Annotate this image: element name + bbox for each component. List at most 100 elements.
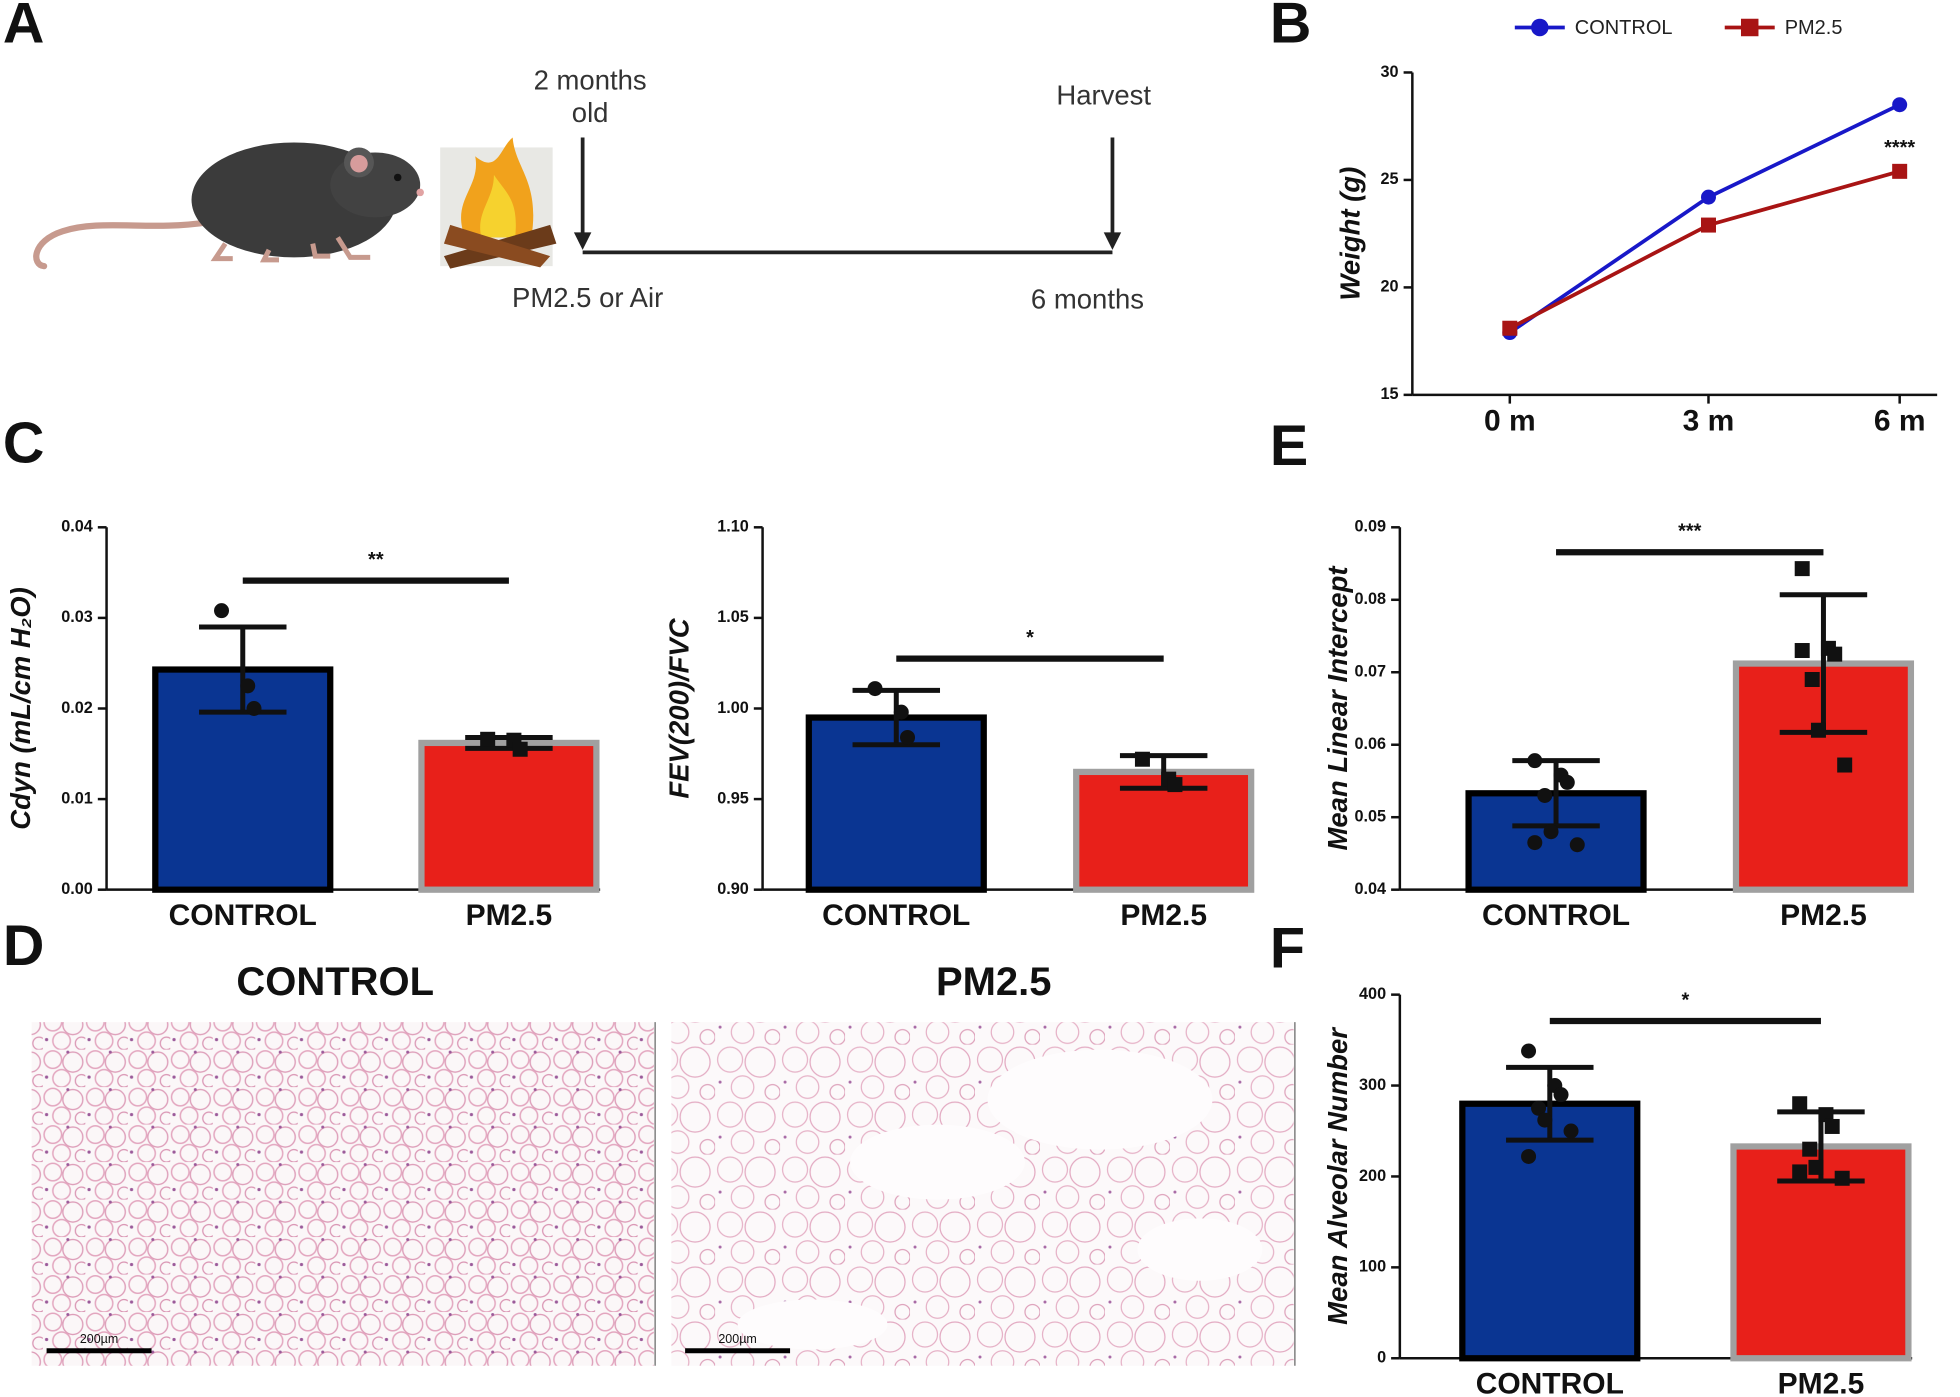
y-tick-label: 0.04 [61, 518, 93, 536]
scale-bar-label: 200µm [80, 1332, 118, 1346]
data-point [900, 729, 916, 745]
data-point [240, 678, 256, 694]
legend-label: CONTROL [1575, 17, 1673, 39]
data-point [1569, 837, 1585, 853]
data-point [1543, 824, 1559, 840]
data-point [1827, 646, 1843, 662]
data-point [867, 681, 883, 697]
data-point [1700, 217, 1716, 233]
data-point [1792, 1096, 1808, 1112]
y-tick-label: 25 [1381, 170, 1399, 188]
y-tick-label: 0.02 [61, 699, 93, 717]
data-point [1134, 751, 1150, 767]
data-point [1837, 757, 1853, 773]
y-tick-label: 0.05 [1354, 808, 1386, 826]
x-tick-label: 3 m [1683, 404, 1735, 437]
data-point [1521, 1043, 1537, 1059]
panel-letter: C [3, 412, 45, 476]
y-axis-label: Weight (g) [1335, 167, 1366, 301]
data-point [1553, 1087, 1569, 1103]
panel-letter: F [1270, 916, 1305, 980]
y-tick-label: 200 [1359, 1167, 1386, 1185]
data-point [1818, 1107, 1834, 1123]
data-point [1834, 1170, 1850, 1186]
bar [1073, 768, 1255, 893]
y-tick-label: 0.09 [1354, 518, 1386, 536]
panel-letter: E [1270, 414, 1308, 478]
annotation: * [1026, 627, 1034, 649]
data-point [893, 704, 909, 720]
data-point [1808, 1159, 1824, 1175]
panel-letter: D [3, 914, 45, 978]
data-point [1521, 1148, 1537, 1164]
data-point [1531, 1100, 1547, 1116]
data-point [1563, 1123, 1579, 1139]
data-point [1804, 672, 1820, 688]
y-tick-label: 100 [1359, 1258, 1386, 1276]
timeline-label: old [572, 97, 609, 128]
fire-icon [440, 137, 557, 269]
legend-label: PM2.5 [1785, 17, 1843, 39]
timeline [573, 137, 1122, 255]
y-tick-label: 1.10 [717, 518, 749, 536]
panel-letter: B [1270, 0, 1312, 56]
data-point [1892, 97, 1908, 113]
bar [1459, 1100, 1641, 1362]
y-tick-label: 300 [1359, 1076, 1386, 1094]
x-tick-label: CONTROL [169, 899, 317, 932]
data-point [1700, 189, 1716, 205]
data-point [1794, 561, 1810, 577]
data-point [1527, 753, 1543, 769]
y-tick-label: 1.00 [717, 699, 749, 717]
data-point [1537, 787, 1553, 803]
data-point [1167, 777, 1183, 793]
y-tick-label: 30 [1381, 63, 1399, 81]
y-tick-label: 0.08 [1354, 590, 1386, 608]
y-tick-label: 0.06 [1354, 735, 1386, 753]
y-tick-label: 0 [1377, 1349, 1386, 1367]
data-point [1802, 1141, 1818, 1157]
data-point [1527, 835, 1543, 851]
data-point [1824, 1118, 1840, 1134]
scale-bar-label: 200µm [718, 1332, 756, 1346]
timeline-label: PM2.5 or Air [512, 282, 663, 313]
y-axis-label: Cdyn (mL/cm H₂O) [5, 587, 36, 830]
data-point [1794, 643, 1810, 659]
airspace [737, 1049, 1263, 1350]
annotation: ** [368, 549, 384, 571]
annotation: **** [1884, 137, 1915, 159]
y-tick-label: 0.03 [61, 608, 93, 626]
data-point [480, 731, 496, 747]
y-tick-label: 0.95 [717, 789, 749, 807]
data-point [1810, 722, 1826, 738]
timeline-label: 6 months [1031, 283, 1144, 314]
x-tick-label: 6 m [1874, 404, 1926, 437]
x-tick-label: PM2.5 [1120, 899, 1207, 932]
data-point [512, 741, 528, 757]
timeline-label: Harvest [1056, 80, 1151, 111]
y-tick-label: 0.00 [61, 880, 93, 898]
y-tick-label: 0.07 [1354, 663, 1386, 681]
timeline-label: 2 months [534, 65, 647, 96]
histology-title: CONTROL [236, 960, 434, 1004]
annotation: * [1681, 989, 1689, 1011]
mouse-icon [33, 142, 424, 270]
x-tick-label: CONTROL [1476, 1368, 1624, 1397]
panel-letter: A [3, 0, 45, 56]
histology-title: PM2.5 [936, 960, 1052, 1004]
legend-marker [1740, 18, 1759, 37]
legend-marker [1531, 18, 1549, 37]
y-axis-label: Mean Linear Intercept [1322, 565, 1353, 851]
data-point [246, 700, 262, 716]
data-point [1502, 320, 1518, 336]
y-tick-label: 400 [1359, 985, 1386, 1003]
y-tick-label: 20 [1381, 278, 1399, 296]
x-tick-label: CONTROL [822, 899, 970, 932]
y-tick-label: 1.05 [717, 608, 749, 626]
x-tick-label: PM2.5 [1780, 899, 1867, 932]
y-tick-label: 15 [1381, 385, 1399, 403]
y-tick-label: 0.01 [61, 789, 93, 807]
y-tick-label: 0.90 [717, 880, 749, 898]
